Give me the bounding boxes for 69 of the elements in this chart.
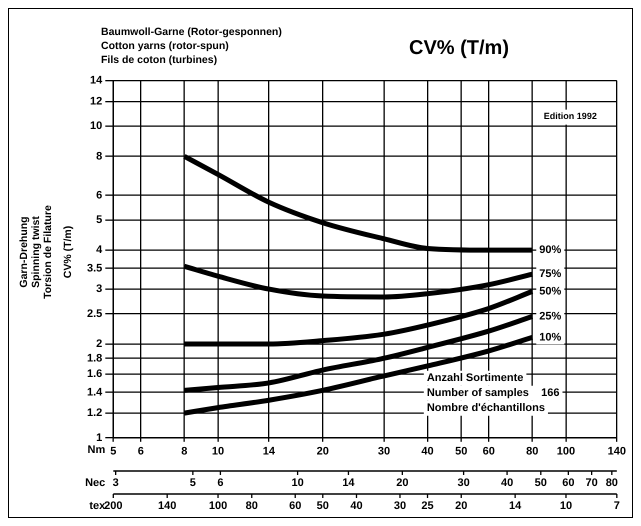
x-tick-label: 20 <box>316 445 329 458</box>
y-tick-label: 6 <box>96 189 102 202</box>
text: 200 <box>104 500 122 512</box>
y-tick-label: 1.4 <box>86 386 104 398</box>
y-tick-label: 1 <box>96 432 102 444</box>
series-label: 25% <box>539 310 562 323</box>
text: 14 <box>509 500 522 512</box>
y-tick-label: 5 <box>96 214 102 226</box>
text: 50 <box>534 477 547 490</box>
text: 40 <box>350 500 363 512</box>
text: 20 <box>396 477 408 490</box>
chart-title: CV% (T/m) <box>409 37 509 60</box>
series-label: 75% <box>539 268 562 280</box>
x-tick-label: 8 <box>181 445 188 458</box>
y-tick-label: 3.5 <box>86 262 102 274</box>
y-tick-label: 14 <box>90 74 104 87</box>
series-label: 50% <box>539 285 562 298</box>
text: 30 <box>394 500 406 512</box>
x-tick-label: 40 <box>421 445 434 458</box>
x-axis-title: Nm <box>88 444 106 456</box>
text: 25 <box>421 500 434 512</box>
text: 20 <box>455 500 468 512</box>
text: Nec <box>85 477 106 490</box>
annotation: Number of samples 166 <box>426 386 560 399</box>
text: 70 <box>586 477 598 490</box>
text: 7 <box>614 500 620 512</box>
y-tick-label: 3 <box>96 283 102 296</box>
y-tick-label: 2.5 <box>86 308 102 320</box>
x-tick-label: 5 <box>110 445 116 458</box>
text: 80 <box>606 477 618 490</box>
text: 50 <box>316 500 329 512</box>
text: 3 <box>112 477 119 490</box>
y-tick-label: 8 <box>96 150 102 162</box>
text: 60 <box>289 500 302 512</box>
x-tick-label: 140 <box>608 445 626 458</box>
y-tick-label: 12 <box>90 95 102 108</box>
text: 100 <box>208 500 228 512</box>
text: 30 <box>457 477 470 490</box>
text: 60 <box>562 477 574 490</box>
x-tick-label: 100 <box>556 445 576 458</box>
y-axis-title: Garn-Drehung Spinning twist Torsion de Filature CV% (T/m) <box>18 204 74 301</box>
text: 140 <box>158 500 176 512</box>
x-tick-label: 50 <box>455 445 468 458</box>
annotation: Anzahl Sortimente <box>426 372 524 384</box>
y-tick-label: 1.8 <box>86 352 102 364</box>
y-tick-label: 4 <box>96 244 104 256</box>
text: 80 <box>246 500 258 512</box>
x-tick-label: 6 <box>138 445 144 458</box>
x-tick-label: 80 <box>526 445 538 458</box>
y-tick-label: 1.6 <box>86 368 102 380</box>
text: 40 <box>500 477 514 490</box>
text: tex <box>89 500 106 512</box>
x-tick-label: 30 <box>378 445 390 458</box>
series-label: 90% <box>539 244 562 256</box>
x-tick-label: 14 <box>262 445 276 458</box>
text: 6 <box>217 477 224 490</box>
text: 10 <box>560 500 572 512</box>
y-tick-label: 2 <box>96 338 102 350</box>
y-tick-label: 1.2 <box>86 407 102 420</box>
y-tick-label: 10 <box>90 120 102 132</box>
text: 5 <box>190 477 196 490</box>
text: 10 <box>291 477 304 490</box>
x-tick-label: 10 <box>212 445 224 458</box>
x-tick-label: 60 <box>482 445 495 458</box>
chart-subtitle: Baumwoll-Garne (Rotor-gesponnen) Cotton yarns (rotor-spun) Fils de coton (turbines) <box>101 25 282 67</box>
annotation: Edition 1992 <box>544 111 597 122</box>
series-label: 10% <box>539 331 562 344</box>
text: 14 <box>342 477 356 490</box>
annotation: Nombre d'échantillons <box>426 402 545 414</box>
